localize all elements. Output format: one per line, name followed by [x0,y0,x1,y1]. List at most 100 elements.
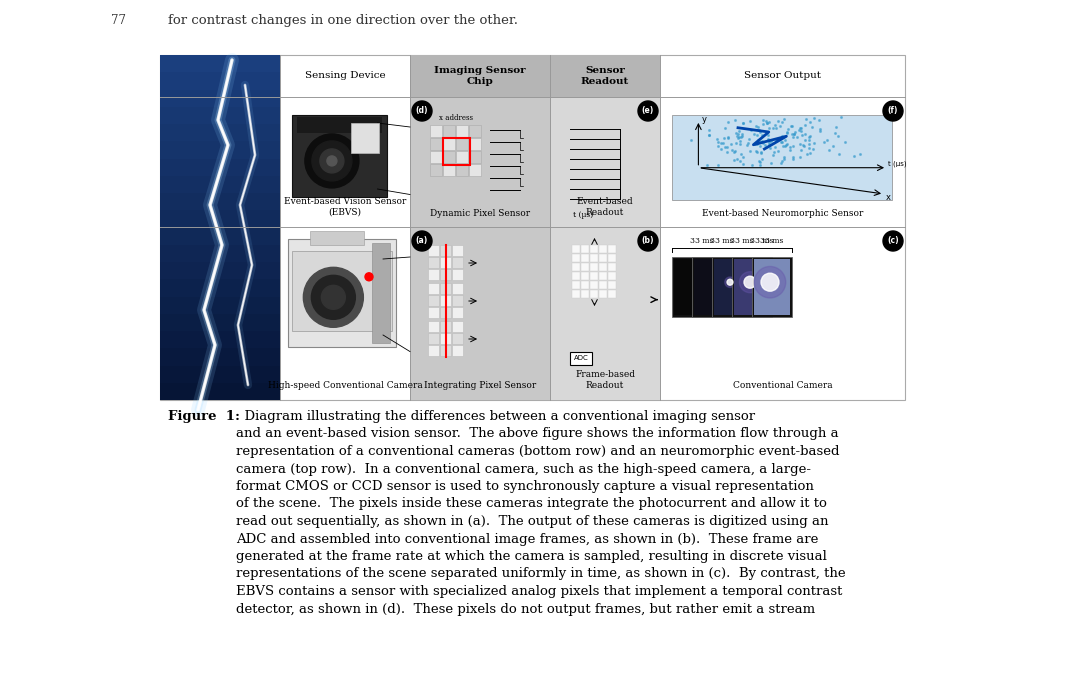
Point [750,122,767,132]
Point [710,160,727,171]
Point [738,139,755,150]
Point [716,142,733,153]
Text: (d): (d) [416,107,429,115]
Point [774,130,792,141]
Point [726,145,743,156]
Bar [752,257,792,317]
Point [765,150,782,161]
Point [740,137,757,148]
Circle shape [883,101,903,121]
Text: (a): (a) [416,236,428,246]
Bar [443,125,455,137]
Bar [692,257,732,317]
Point [781,144,798,155]
Bar [428,321,438,332]
Bar [590,254,598,262]
Bar [714,259,750,315]
Point [715,133,732,144]
Bar [550,227,660,400]
Text: Integrating Pixel Sensor: Integrating Pixel Sensor [423,381,536,391]
Point [731,156,748,167]
Text: for contrast changes in one direction over the other.: for contrast changes in one direction ov… [168,14,518,27]
Circle shape [727,279,733,286]
Text: Sensing Device: Sensing Device [305,72,386,80]
Bar [599,290,607,298]
Point [851,148,868,159]
Point [784,151,801,162]
Point [815,136,833,147]
Point [796,135,813,146]
Bar [456,138,468,150]
Point [727,115,744,126]
Bar [310,231,364,245]
Bar [160,383,280,400]
Point [792,138,809,149]
Point [773,116,791,127]
Point [762,158,780,169]
Point [727,128,744,138]
Point [748,146,766,157]
Point [752,126,769,137]
Point [832,112,849,123]
Point [746,129,764,140]
Point [718,146,735,157]
Bar [428,269,438,280]
Point [775,113,793,124]
Circle shape [322,286,346,309]
Bar [570,352,592,364]
Point [775,153,793,164]
Bar [590,272,598,280]
Point [779,138,796,149]
Bar [572,281,580,289]
Text: (f): (f) [888,107,899,115]
Point [804,122,821,133]
Bar [430,125,442,137]
Point [713,138,730,148]
Point [806,138,823,148]
Bar [160,262,280,279]
Point [825,140,842,151]
Bar [440,283,451,294]
Text: x: x [886,192,891,202]
Circle shape [320,149,343,173]
Point [821,145,838,156]
Point [767,134,784,145]
Bar [440,295,451,306]
Bar [674,259,710,315]
Bar [440,269,451,280]
Point [730,132,747,142]
Bar [428,333,438,344]
Circle shape [744,276,756,288]
Bar [590,281,598,289]
Point [734,158,752,169]
Bar [440,333,451,344]
Point [759,130,777,141]
Bar [453,257,463,268]
Point [792,152,809,163]
Bar [581,281,589,289]
Circle shape [761,273,779,291]
Bar [440,345,451,356]
Point [752,140,769,151]
Bar [410,97,550,227]
Point [758,118,775,129]
Bar [550,97,660,227]
Bar [599,272,607,280]
Point [753,148,770,159]
Point [801,147,819,158]
Bar [456,125,468,137]
Point [757,115,774,126]
Point [778,140,795,151]
Point [751,137,768,148]
Point [772,121,789,132]
Bar [581,272,589,280]
Text: Sensor Output: Sensor Output [744,72,821,80]
Circle shape [312,141,352,181]
Point [796,128,813,139]
Text: Event-based Vision Sensor
(EBVS): Event-based Vision Sensor (EBVS) [284,197,406,217]
Bar [160,124,280,141]
Bar [581,263,589,271]
Text: 77: 77 [110,14,125,27]
Bar [160,227,280,245]
Point [779,128,796,138]
